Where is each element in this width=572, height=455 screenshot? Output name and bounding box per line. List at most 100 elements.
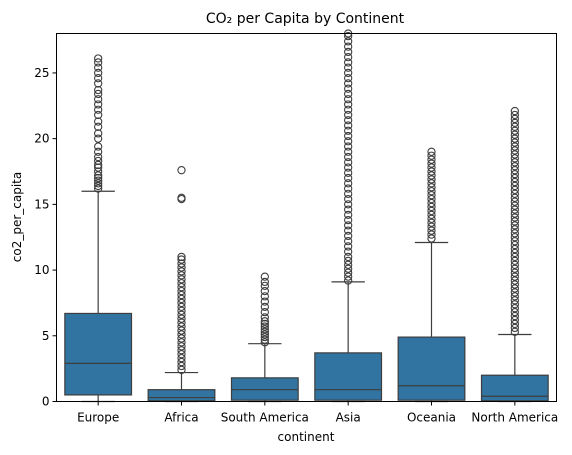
outlier-point xyxy=(344,231,353,241)
outlier-point xyxy=(177,290,186,300)
outlier-point xyxy=(344,173,353,183)
outlier-point xyxy=(344,47,353,57)
outlier-point xyxy=(427,222,436,231)
outlier-point xyxy=(510,197,519,206)
outlier-point xyxy=(510,272,519,281)
outlier-point xyxy=(510,229,519,238)
outlier-point xyxy=(94,152,103,162)
outlier-point xyxy=(260,292,269,301)
outlier-point xyxy=(427,198,436,208)
outlier-point xyxy=(177,286,186,296)
box-group xyxy=(230,272,299,403)
outlier-point xyxy=(177,255,186,264)
boxes-layer xyxy=(64,29,549,403)
outlier-point xyxy=(510,110,519,120)
outlier-point xyxy=(94,117,103,126)
outlier-point xyxy=(344,163,353,172)
outlier-point xyxy=(510,268,519,277)
outlier-point xyxy=(510,276,519,285)
outlier-point xyxy=(177,306,186,315)
outlier-point xyxy=(510,130,519,139)
outlier-point xyxy=(344,276,353,285)
outlier-point xyxy=(260,281,269,290)
outlier-point xyxy=(510,288,519,297)
outlier-point xyxy=(177,357,186,367)
y-tick-label: 5 xyxy=(42,329,50,343)
outlier-point xyxy=(260,325,269,334)
y-axis-label: co2_per_capita xyxy=(10,172,24,262)
outlier-point xyxy=(260,307,269,317)
outlier-point xyxy=(510,114,519,124)
outlier-point xyxy=(260,302,269,312)
outlier-point xyxy=(510,181,519,191)
y-tick-label: 10 xyxy=(34,263,49,277)
outlier-point xyxy=(510,280,519,289)
outlier-point xyxy=(510,201,519,210)
outlier-point xyxy=(177,267,186,276)
outlier-point xyxy=(344,63,353,72)
outlier-point xyxy=(427,234,436,243)
box-group xyxy=(480,106,549,403)
outlier-point xyxy=(344,121,353,130)
outlier-point xyxy=(510,292,519,301)
outlier-point xyxy=(427,183,436,192)
outlier-point xyxy=(94,110,103,120)
outlier-point xyxy=(510,252,519,262)
outlier-point xyxy=(510,244,519,254)
outlier-point xyxy=(94,176,103,185)
outlier-point xyxy=(510,173,519,183)
outlier-point xyxy=(510,118,519,128)
outlier-point xyxy=(94,105,103,114)
outlier-point xyxy=(344,116,353,125)
outlier-point xyxy=(344,142,353,151)
outlier-point xyxy=(344,194,353,204)
outlier-point xyxy=(344,42,353,51)
outlier-point xyxy=(510,296,519,305)
outlier-point xyxy=(177,275,186,284)
x-axis-label: continent xyxy=(278,430,335,444)
outlier-point xyxy=(427,175,436,184)
outlier-point xyxy=(344,95,353,104)
outlier-point xyxy=(344,74,353,83)
outlier-point xyxy=(94,142,103,151)
outlier-point xyxy=(344,58,353,67)
iqr-box xyxy=(480,374,549,402)
outlier-point xyxy=(510,323,519,333)
outlier-point xyxy=(427,179,436,188)
outlier-point xyxy=(344,247,353,256)
outlier-point xyxy=(510,134,519,143)
outlier-point xyxy=(510,300,519,309)
outlier-point xyxy=(510,213,519,222)
outlier-point xyxy=(177,330,186,339)
outlier-point xyxy=(260,330,269,339)
outlier-point xyxy=(344,252,353,262)
outlier-point xyxy=(510,217,519,226)
outlier-point xyxy=(344,131,353,141)
outlier-point xyxy=(260,297,269,306)
outlier-point xyxy=(344,226,353,235)
outlier-point xyxy=(427,218,436,227)
outlier-point xyxy=(260,335,269,344)
outlier-point xyxy=(260,317,269,326)
outlier-point xyxy=(94,100,103,109)
x-tick-label: Europe xyxy=(77,411,119,425)
outlier-point xyxy=(427,159,436,168)
outlier-point xyxy=(344,189,353,198)
outlier-point xyxy=(344,272,353,281)
outlier-point xyxy=(427,210,436,220)
outlier-point xyxy=(510,240,519,250)
iqr-box xyxy=(64,312,133,396)
outlier-point xyxy=(427,155,436,164)
outlier-point xyxy=(344,221,353,230)
outlier-point xyxy=(510,311,519,321)
outlier-point xyxy=(94,184,103,193)
outlier-point xyxy=(344,242,353,251)
outlier-point xyxy=(510,158,519,167)
outlier-point xyxy=(344,168,353,177)
outlier-point xyxy=(344,110,353,120)
outlier-point xyxy=(344,264,353,273)
outlier-point xyxy=(344,84,353,93)
outlier-point xyxy=(94,160,103,170)
outlier-point xyxy=(177,302,186,312)
